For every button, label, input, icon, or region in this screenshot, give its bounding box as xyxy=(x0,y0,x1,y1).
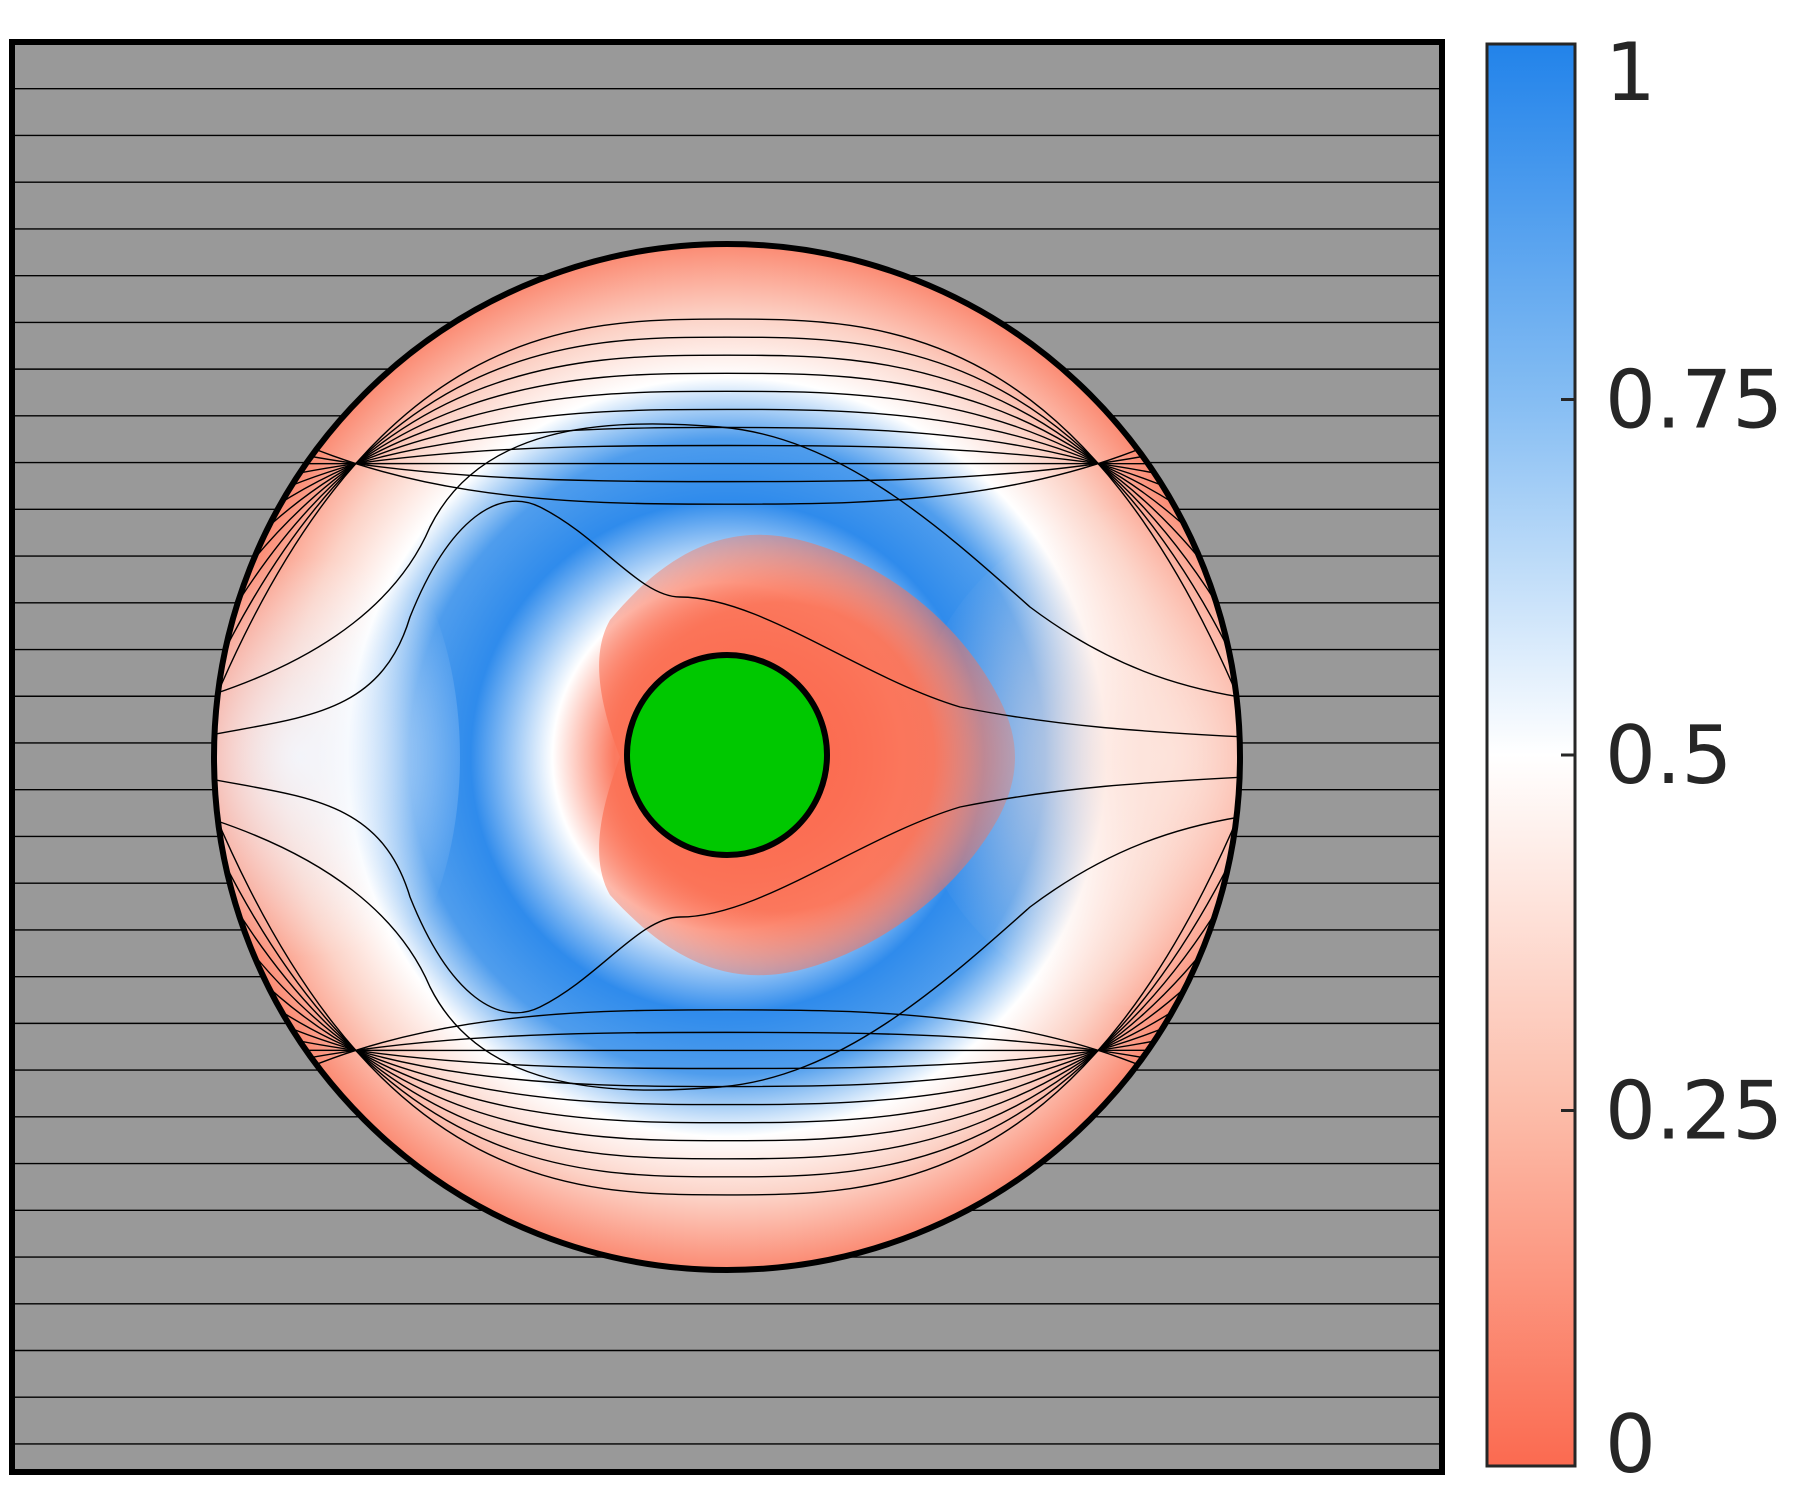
disk-streamline xyxy=(214,776,1240,1014)
plot-area xyxy=(9,39,1445,1475)
disk-streamlines xyxy=(214,318,1240,1196)
right-white-region xyxy=(910,507,1240,1007)
disk-streamline xyxy=(214,951,1240,1106)
disk-streamline xyxy=(214,500,1240,738)
disk-streamline xyxy=(214,1009,1240,1125)
disk-streamline xyxy=(214,390,1240,596)
disk-streamline xyxy=(214,430,1240,483)
disk-streamline xyxy=(214,408,1240,563)
colorbar-tick-label: 0 xyxy=(1605,1398,1656,1491)
disk-streamline xyxy=(214,820,1240,1178)
disk-streamline xyxy=(214,816,1240,1091)
disk-streamline xyxy=(214,318,1240,727)
disk-streamline xyxy=(214,354,1240,662)
colorbar-tick-label: 0.25 xyxy=(1605,1065,1783,1158)
disk-streamline xyxy=(214,423,1240,698)
left-white-region xyxy=(214,497,460,1017)
disk-streamline xyxy=(214,1031,1240,1084)
plot-frame xyxy=(9,39,1445,1475)
colorbar-bar xyxy=(1485,42,1577,1468)
disk-streamline xyxy=(214,1016,1240,1070)
colorbar-tick-label: 1 xyxy=(1605,26,1656,119)
disk-boundary xyxy=(211,241,1243,1273)
disk-streamline xyxy=(214,336,1240,694)
disk-streamline xyxy=(214,885,1240,1142)
disk-streamline xyxy=(214,787,1240,1196)
colorbar-tick-label: 0.75 xyxy=(1605,354,1783,447)
disk-streamline xyxy=(214,389,1240,505)
colorbar: 0 0.25 0.5 0.75 1 xyxy=(1485,26,1783,1491)
disk-streamline xyxy=(214,918,1240,1124)
disk-streamline xyxy=(214,852,1240,1160)
colorbar-ticks: 0 0.25 0.5 0.75 1 xyxy=(1561,26,1783,1491)
disk-streamline xyxy=(214,372,1240,629)
disk-streamline xyxy=(214,444,1240,498)
inner-obstacle xyxy=(624,652,830,858)
colorbar-tick-label: 0.5 xyxy=(1605,709,1732,802)
